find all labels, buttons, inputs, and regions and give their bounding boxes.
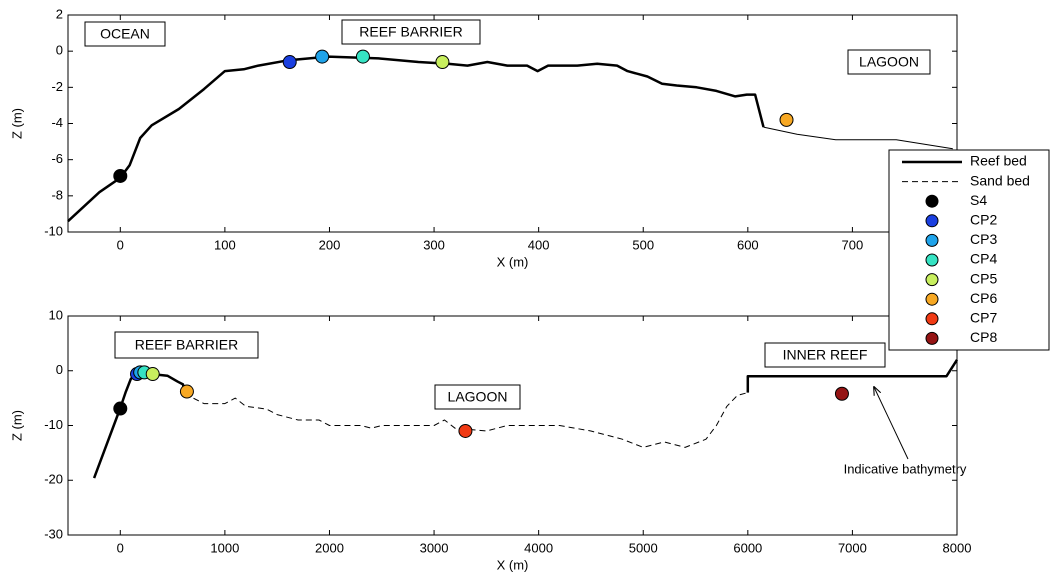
annotation: REEF BARRIER <box>135 337 238 353</box>
y-tick-label: -20 <box>44 472 63 487</box>
y-tick-label: -6 <box>51 151 63 166</box>
annotation: LAGOON <box>448 389 508 405</box>
annotation: OCEAN <box>100 26 150 42</box>
x-axis-label: X (m) <box>497 254 529 269</box>
annotation-box <box>341 19 481 45</box>
x-tick-label: 500 <box>632 237 654 252</box>
legend-swatch <box>925 233 939 247</box>
legend-swatch <box>925 273 939 287</box>
station-point <box>458 423 473 438</box>
x-tick-label: 5000 <box>629 540 658 555</box>
station-point <box>179 384 194 399</box>
x-tick-label: 0 <box>117 237 124 252</box>
y-axis-label: Z (m) <box>9 410 24 441</box>
x-tick-label: 3000 <box>420 540 449 555</box>
legend-label: CP2 <box>970 212 997 228</box>
annotation-box <box>434 384 521 410</box>
legend-label: CP3 <box>970 231 997 247</box>
legend-swatch <box>925 331 939 345</box>
y-tick-label: -10 <box>44 223 63 238</box>
x-axis-label: X (m) <box>497 557 529 572</box>
y-tick-label: 10 <box>49 307 63 322</box>
annotation: INNER REEF <box>783 347 868 363</box>
station-point <box>113 168 128 183</box>
y-axis-label: Z (m) <box>9 108 24 139</box>
bed-line <box>763 126 953 150</box>
y-tick-label: -4 <box>51 115 63 130</box>
x-tick-label: 0 <box>117 540 124 555</box>
y-tick-label: -2 <box>51 79 63 94</box>
x-tick-label: 400 <box>528 237 550 252</box>
station-point <box>145 367 160 382</box>
y-tick-label: 0 <box>56 362 63 377</box>
x-tick-label: 7000 <box>838 540 867 555</box>
station-point <box>834 386 849 401</box>
x-tick-label: 100 <box>214 237 236 252</box>
x-tick-label: 200 <box>319 237 341 252</box>
legend-label: CP5 <box>970 270 997 286</box>
y-tick-label: -10 <box>44 417 63 432</box>
annotation-box <box>114 331 259 359</box>
x-tick-label: 300 <box>423 237 445 252</box>
x-tick-label: 4000 <box>524 540 553 555</box>
annotation-box <box>764 342 886 368</box>
x-tick-label: 600 <box>737 237 759 252</box>
legend-swatch <box>925 214 939 228</box>
annotation-box <box>84 21 166 47</box>
legend-swatch <box>925 312 939 326</box>
y-tick-label: 2 <box>56 6 63 21</box>
annotation-box <box>847 49 931 75</box>
station-point <box>282 55 297 70</box>
x-tick-label: 8000 <box>943 540 972 555</box>
station-point <box>355 49 370 64</box>
station-point <box>779 112 794 127</box>
axes: 0 100 200 300 400 500 600 700 -10 -8 -6 -4 -2 0 2 X (m)… <box>9 6 958 269</box>
x-tick-label: 1000 <box>210 540 239 555</box>
legend-box <box>888 149 1050 351</box>
annotation: LAGOON <box>859 54 919 70</box>
legend-label: S4 <box>970 192 987 208</box>
legend-label: CP8 <box>970 329 997 345</box>
annotation: Indicative bathymetry <box>844 461 967 476</box>
station-point <box>113 401 128 416</box>
y-tick-label: 0 <box>56 43 63 58</box>
legend-label: Reef bed <box>970 153 1027 169</box>
x-tick-label: 2000 <box>315 540 344 555</box>
bed-line <box>184 392 748 448</box>
y-tick-label: -30 <box>44 526 63 541</box>
legend-label: Sand bed <box>970 172 1030 188</box>
station-point <box>435 55 450 70</box>
legend-swatch <box>925 253 939 267</box>
legend-label: CP6 <box>970 290 997 306</box>
legend: Reef bed Sand bed S4 CP2 CP3 CP4 CP5 CP6 CP7 CP8 <box>888 149 1050 351</box>
bed-line <box>67 55 765 223</box>
annotation: REEF BARRIER <box>359 24 462 40</box>
legend-swatch <box>925 292 939 306</box>
station-point <box>315 49 330 64</box>
annotation-arrow <box>874 387 909 460</box>
plot-frame <box>67 14 958 233</box>
legend-swatch <box>925 194 939 208</box>
x-tick-label: 6000 <box>733 540 762 555</box>
x-tick-label: 700 <box>842 237 864 252</box>
legend-label: CP7 <box>970 310 997 326</box>
legend-label: CP4 <box>970 251 997 267</box>
y-tick-label: -8 <box>51 187 63 202</box>
